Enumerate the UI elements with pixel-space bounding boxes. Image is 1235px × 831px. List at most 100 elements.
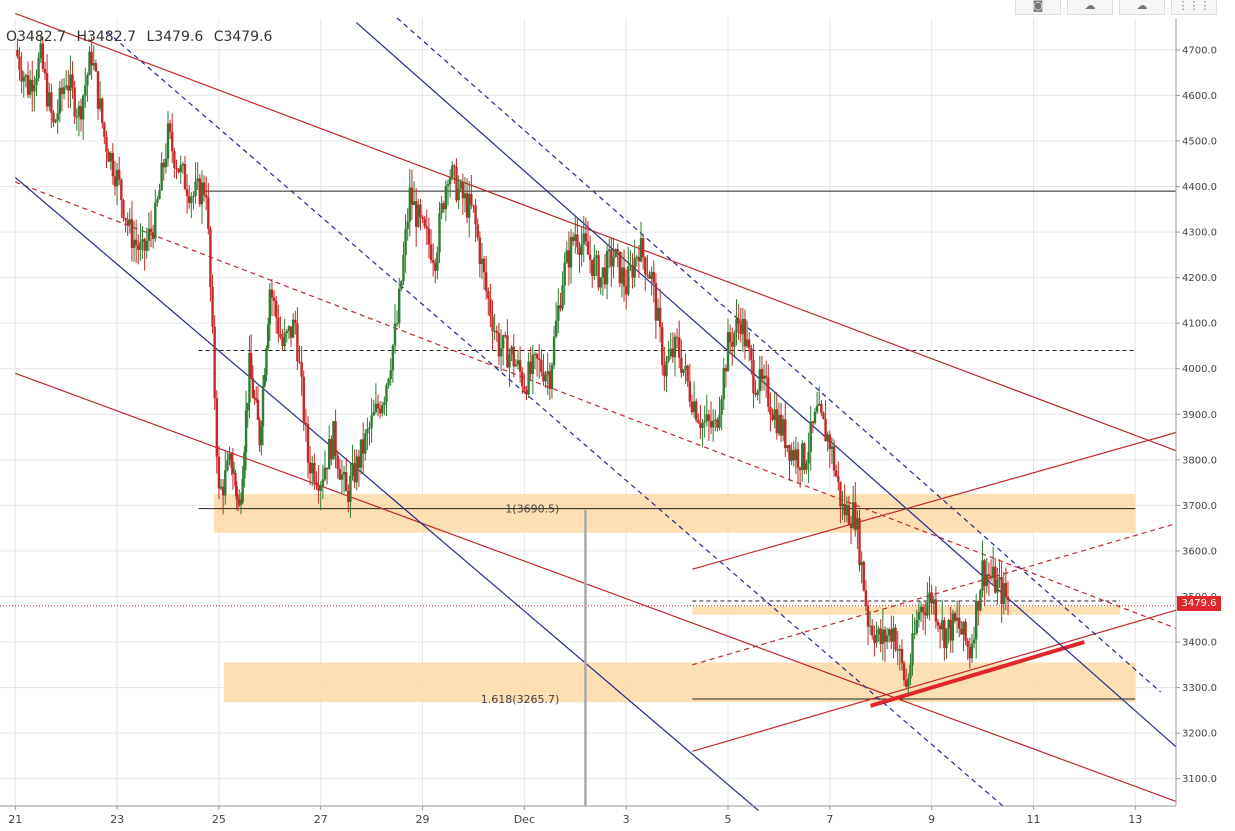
- candle-body: [37, 58, 40, 79]
- candle-body: [678, 337, 681, 358]
- candle-body: [22, 77, 25, 82]
- candle-body: [641, 238, 645, 258]
- candle-body: [279, 334, 282, 338]
- candle-body: [845, 505, 848, 516]
- price-zone: [213, 493, 1136, 533]
- candle-body: [336, 455, 339, 469]
- candle-body: [576, 234, 579, 248]
- candle-body: [801, 443, 804, 471]
- camera-icon[interactable]: ◙: [1015, 0, 1061, 15]
- fib-labels: 1(3690.5) 1.618(3265.7): [481, 503, 560, 706]
- candle-body: [504, 335, 507, 337]
- candle-body: [446, 184, 450, 186]
- candle-body: [349, 475, 352, 502]
- candle-body: [94, 62, 98, 72]
- cloud-download-icon[interactable]: ☁: [1067, 0, 1113, 15]
- y-tick-label: 4300.0: [1182, 228, 1217, 239]
- candle-body: [728, 332, 732, 343]
- candle-body: [248, 352, 251, 403]
- candle-body: [238, 499, 241, 505]
- candle-body: [1000, 577, 1003, 605]
- candle-body: [871, 625, 874, 636]
- cloud-upload-icon[interactable]: ☁: [1119, 0, 1165, 15]
- candle-body: [542, 371, 545, 382]
- candle-body: [658, 307, 662, 328]
- candle-body: [241, 478, 244, 503]
- candle-body: [624, 286, 628, 295]
- candle-body: [412, 201, 416, 206]
- candle-body: [48, 92, 51, 107]
- x-tick-label: 5: [725, 813, 732, 826]
- candle-body: [283, 333, 286, 347]
- candle-body: [200, 182, 204, 205]
- candle-body: [319, 486, 322, 491]
- candle-body: [548, 371, 552, 389]
- candle-body: [554, 320, 558, 337]
- candle-body: [166, 123, 170, 159]
- y-tick-label: 4000.0: [1182, 364, 1217, 375]
- candle-body: [616, 249, 619, 252]
- candle-body: [164, 158, 168, 168]
- candle-body: [514, 364, 518, 367]
- candle-body: [232, 472, 236, 474]
- candle-body: [344, 472, 348, 491]
- candle-body: [18, 56, 21, 71]
- candle-body: [260, 426, 263, 446]
- candle-body: [796, 449, 800, 468]
- ohlc-readout: O3482.7 H3482.7 L3479.6 C3479.6: [6, 29, 278, 45]
- candle-body: [824, 419, 827, 442]
- candle-body: [463, 193, 467, 199]
- candle-body: [330, 438, 333, 460]
- candle-body: [256, 399, 260, 420]
- candle-body: [255, 398, 258, 400]
- candle-body: [317, 485, 320, 491]
- candle-body: [501, 335, 505, 349]
- candle-body: [803, 443, 806, 470]
- candle-body: [404, 228, 407, 256]
- candle-body: [440, 203, 443, 214]
- candle-body: [665, 360, 668, 377]
- candle-body: [561, 285, 564, 309]
- candle-body: [694, 401, 698, 420]
- candle-body: [217, 456, 221, 489]
- candle-body: [476, 224, 479, 238]
- candle-body: [936, 621, 940, 626]
- blue-trend-line: [14, 176, 759, 812]
- candle-body: [457, 188, 460, 201]
- candle-body: [805, 463, 808, 470]
- candle-body: [128, 219, 132, 225]
- candle-body: [179, 165, 182, 173]
- candle-body: [932, 599, 935, 604]
- candle-body: [777, 414, 781, 434]
- candle-body: [911, 633, 914, 666]
- candle-body: [907, 678, 910, 687]
- candle-body: [122, 200, 125, 219]
- y-tick-label: 4400.0: [1182, 182, 1217, 193]
- candle-body: [425, 226, 428, 229]
- candle-body: [202, 182, 206, 196]
- candle-body: [529, 361, 532, 375]
- more-icon[interactable]: ⋮⋮⋮: [1171, 0, 1217, 15]
- candle-body: [487, 291, 490, 299]
- candle-body: [251, 377, 255, 398]
- candle-body: [991, 566, 995, 579]
- candle-body: [856, 518, 859, 530]
- candle-body: [690, 401, 694, 413]
- candle-body: [692, 401, 696, 413]
- candle-body: [321, 479, 325, 487]
- candle-body: [461, 182, 465, 199]
- candle-body: [571, 236, 575, 241]
- candle-body: [843, 503, 846, 516]
- candle-body: [739, 323, 742, 335]
- candle-body: [737, 318, 740, 324]
- candle-body: [376, 403, 380, 409]
- candle-body: [73, 87, 76, 117]
- candle-body: [177, 168, 180, 173]
- candle-body: [35, 78, 38, 85]
- candle-body: [204, 195, 208, 198]
- candle-body: [391, 345, 395, 371]
- candle-body: [648, 275, 651, 279]
- candle-body: [748, 339, 751, 349]
- candle-body: [480, 258, 484, 265]
